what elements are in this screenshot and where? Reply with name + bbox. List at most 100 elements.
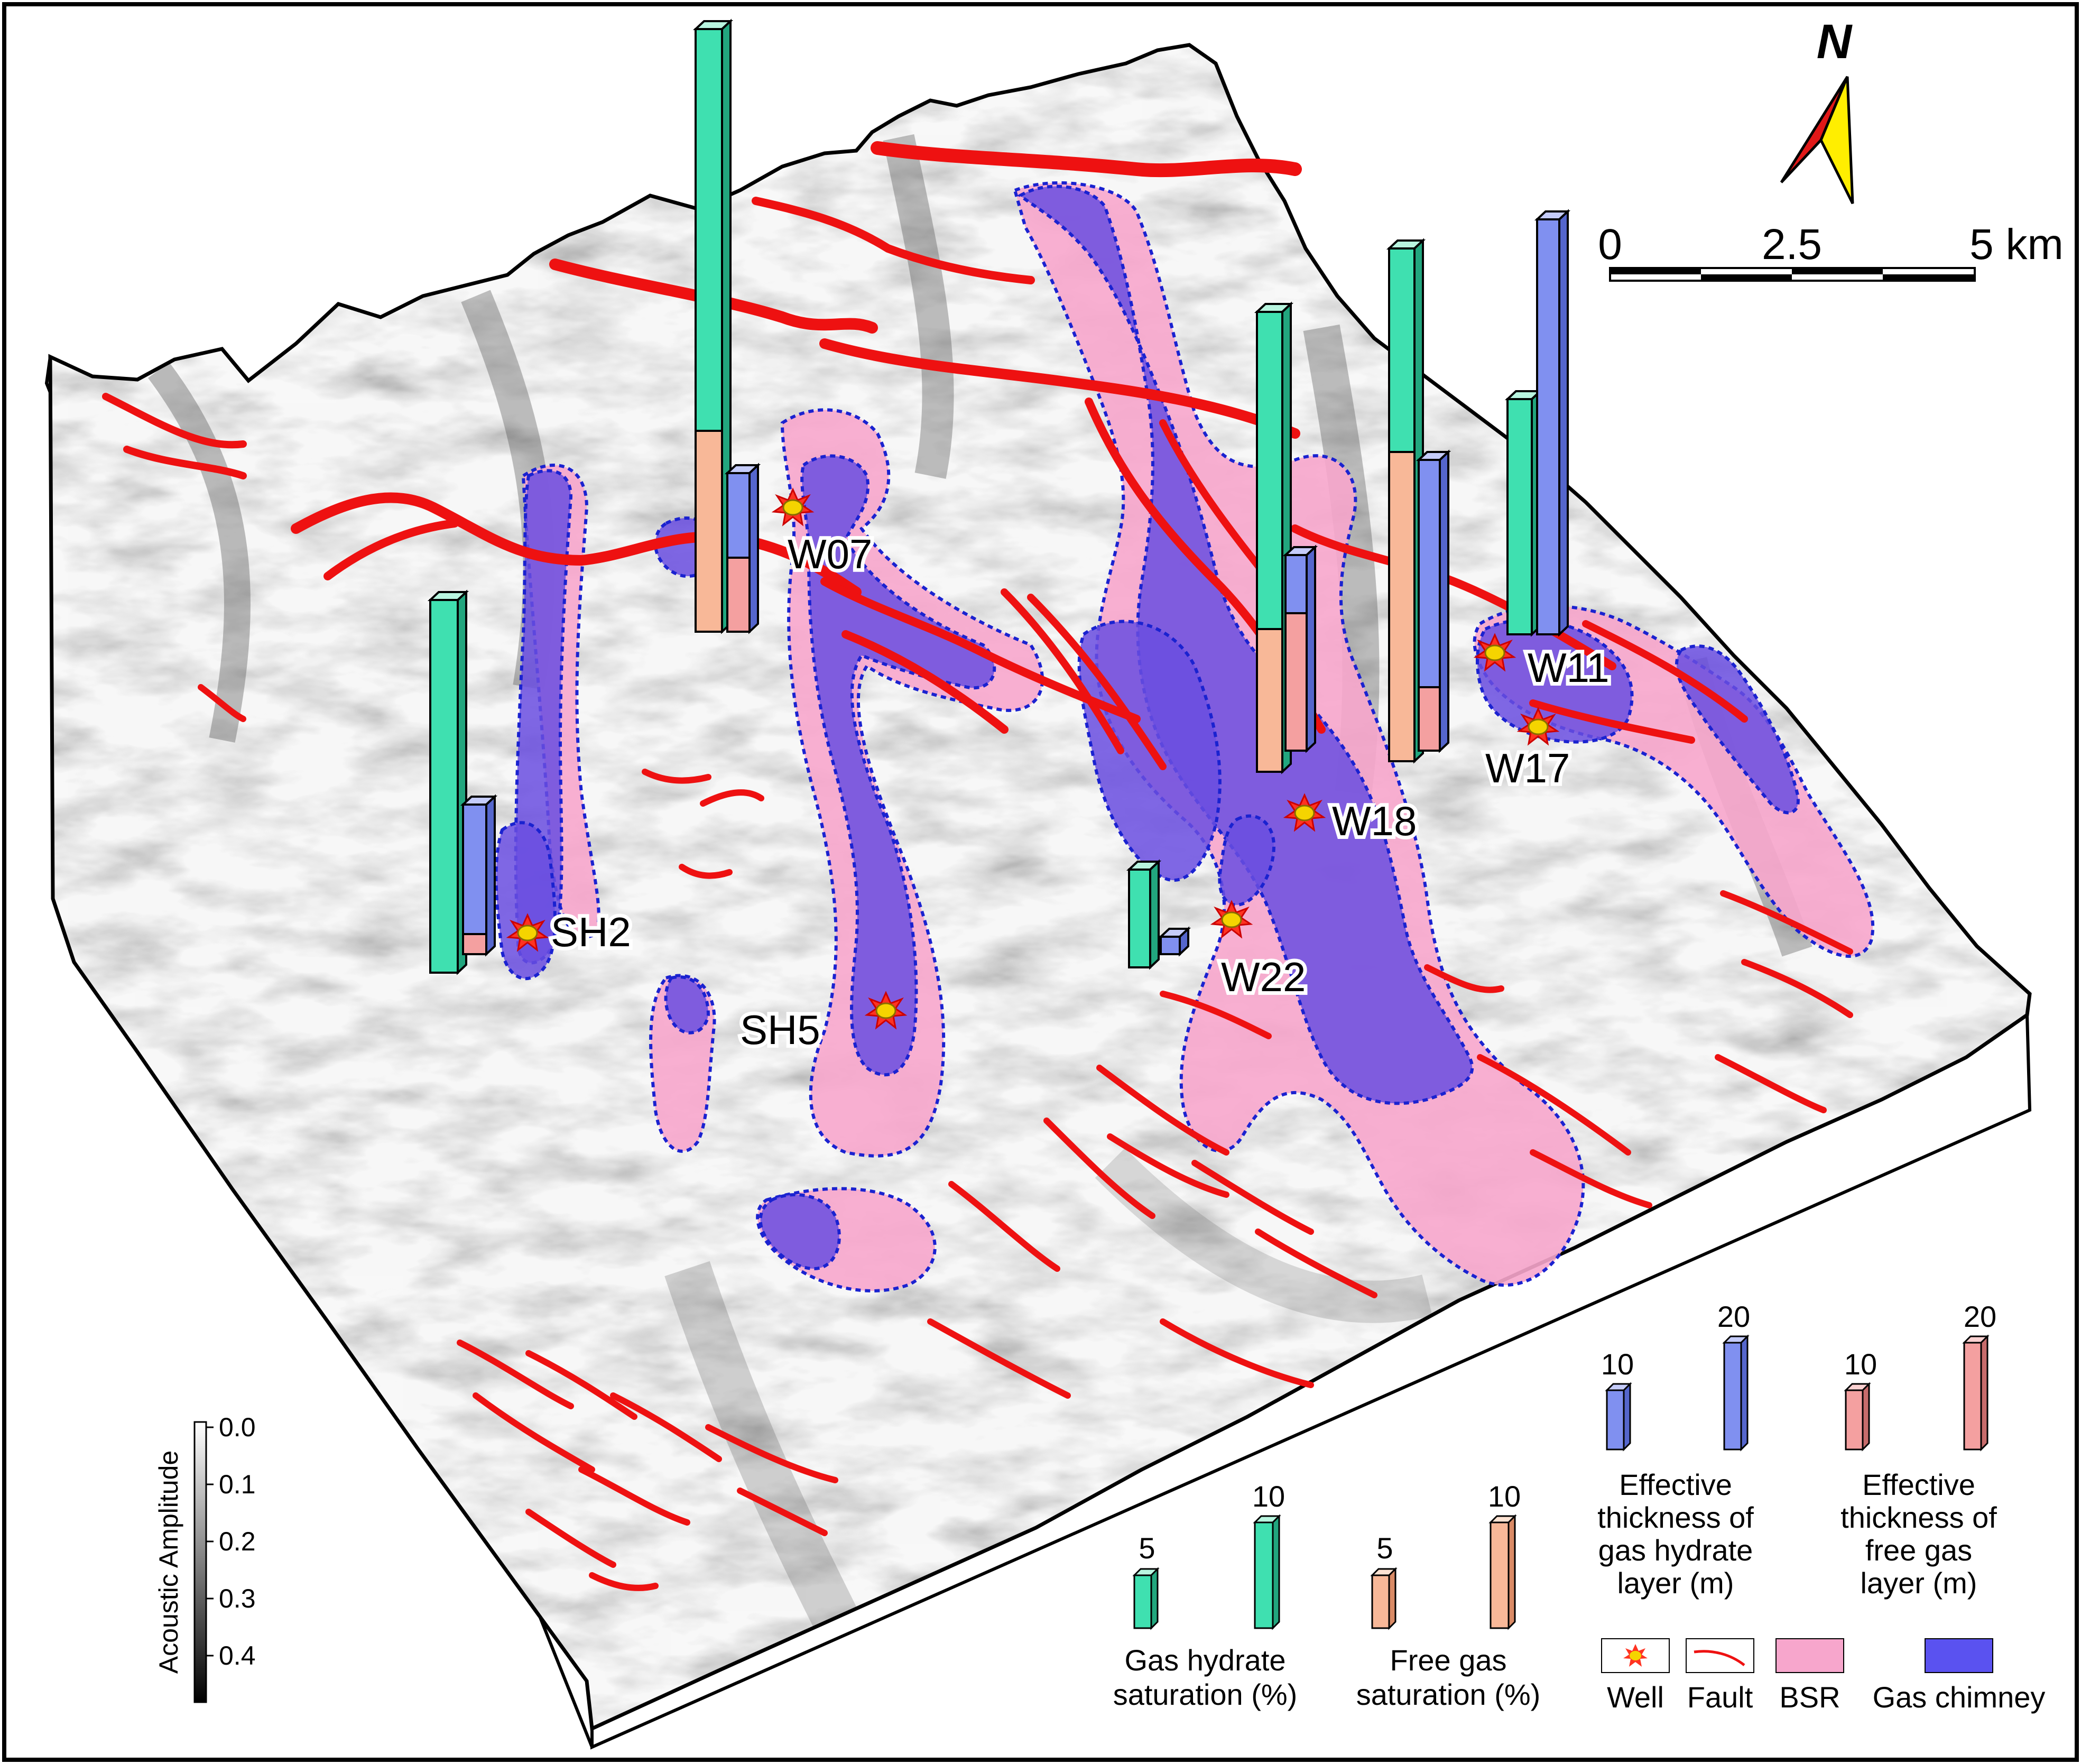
legend-symbols: Well Fault BSR Gas chimney bbox=[1601, 1638, 2046, 1714]
north-label: N bbox=[1817, 15, 1853, 69]
fault-line bbox=[1160, 1318, 1314, 1388]
fault-line bbox=[1424, 964, 1504, 993]
fault-line bbox=[1107, 1133, 1229, 1198]
well-w11-columns bbox=[1504, 209, 1571, 637]
freegas-saturation-bar bbox=[695, 430, 723, 633]
hydrate-saturation-bar-side bbox=[1149, 859, 1160, 970]
chimney-w18-w22 bbox=[1017, 184, 1474, 1105]
fault-line bbox=[1530, 1149, 1652, 1208]
colorbar-tick: 0.3 bbox=[219, 1584, 256, 1613]
gas-chimney-zones bbox=[494, 184, 1800, 1271]
scale-bar: 0 2.5 5 km bbox=[1598, 220, 2064, 282]
chimney-sh5-south bbox=[664, 975, 710, 1035]
legend-caption: thickness of bbox=[1597, 1501, 1754, 1534]
fault-line bbox=[948, 1181, 1060, 1272]
legend-caption: saturation (%) bbox=[1113, 1678, 1298, 1711]
legend-hydrate-thickness-large bbox=[1723, 1342, 1742, 1451]
well-marker-w17 bbox=[1516, 707, 1560, 746]
well-marker-w18 bbox=[1283, 793, 1326, 832]
legend-hydrate-saturation-large bbox=[1254, 1521, 1274, 1629]
chimney-w07 bbox=[800, 454, 996, 1077]
well-markers bbox=[506, 487, 1560, 1030]
colorbar-gradient bbox=[193, 1421, 207, 1703]
legend-well-icon bbox=[1623, 1644, 1648, 1667]
legend-caption: layer (m) bbox=[1617, 1566, 1734, 1600]
legend-caption: Effective bbox=[1619, 1468, 1732, 1501]
legend-value: 10 bbox=[1252, 1480, 1285, 1513]
well-label-w22: W22 bbox=[1221, 954, 1306, 1000]
legend-hydrate-thickness: 10 20 Effective thickness of gas hydrate… bbox=[1597, 1300, 1754, 1600]
legend-caption: Free gas bbox=[1390, 1643, 1507, 1677]
legend-caption: free gas bbox=[1865, 1534, 1972, 1567]
well-marker-w22 bbox=[1210, 900, 1253, 939]
scale-tick-5: 5 km bbox=[1969, 220, 2064, 269]
hydrate-thickness-bar-side bbox=[1558, 209, 1569, 637]
legend-gas-chimney-swatch bbox=[1925, 1638, 1993, 1673]
well-marker-sh2 bbox=[506, 913, 549, 952]
well-label-w17: W17 bbox=[1485, 745, 1570, 791]
legend-caption: Effective bbox=[1862, 1468, 1975, 1501]
north-arrow-east-half bbox=[1819, 76, 1854, 205]
fault-line bbox=[549, 258, 878, 334]
legend-value: 5 bbox=[1376, 1531, 1393, 1565]
fault-line bbox=[123, 446, 247, 479]
hydrate-thickness-bar bbox=[1160, 936, 1181, 955]
fault-line bbox=[1715, 1054, 1827, 1113]
fault-line bbox=[102, 393, 247, 449]
hydrate-thickness-bar-side bbox=[1306, 544, 1316, 753]
fault-line bbox=[1096, 1065, 1229, 1156]
hydrate-saturation-bar bbox=[429, 599, 459, 974]
freegas-thickness-bar bbox=[726, 557, 751, 633]
hydrate-thickness-bar bbox=[462, 804, 487, 935]
well-labels: SH2 SH5 W07 W11 W17 W18 W22 bbox=[547, 527, 1613, 1057]
legend-freegas-saturation-large bbox=[1490, 1521, 1510, 1629]
well-label-w07: W07 bbox=[788, 531, 872, 577]
fault-line bbox=[752, 197, 1035, 284]
fault-line bbox=[610, 1392, 722, 1462]
fault-line bbox=[700, 789, 764, 807]
chimney-w22-lobe bbox=[1218, 814, 1276, 907]
colorbar-tick: 0.1 bbox=[219, 1470, 256, 1499]
legend-freegas-saturation-small bbox=[1371, 1574, 1390, 1629]
fault-line bbox=[525, 1350, 637, 1420]
legend-value: 10 bbox=[1601, 1347, 1634, 1381]
hydrate-saturation-bar bbox=[1506, 398, 1533, 635]
scale-tick-2-5: 2.5 bbox=[1762, 220, 1822, 269]
legend-fault-label: Fault bbox=[1687, 1680, 1753, 1714]
freegas-thickness-bar bbox=[462, 933, 487, 955]
fault-line bbox=[1477, 1054, 1631, 1156]
legend-hydrate-thickness-small bbox=[1606, 1389, 1625, 1451]
well-label-w18: W18 bbox=[1332, 798, 1417, 844]
well-marker-sh5 bbox=[864, 991, 908, 1030]
fault-line bbox=[578, 1466, 690, 1526]
legend-freegas-thickness-small bbox=[1845, 1389, 1864, 1451]
legend-value: 20 bbox=[1717, 1300, 1750, 1333]
legend-freegas-saturation: 5 10 Free gas saturation (%) bbox=[1356, 1480, 1541, 1711]
fault-line bbox=[473, 1392, 595, 1473]
legend-gas-chimney-label: Gas chimney bbox=[1873, 1680, 2046, 1714]
well-w18-columns bbox=[1254, 301, 1318, 774]
legend-well-label: Well bbox=[1607, 1680, 1664, 1714]
legend-caption: layer (m) bbox=[1861, 1566, 1977, 1600]
legend-freegas-thickness: 10 20 Effective thickness of free gas la… bbox=[1840, 1300, 1997, 1600]
well-w18b-columns bbox=[1386, 238, 1451, 764]
well-label-w11: W11 bbox=[1528, 644, 1610, 691]
hydrate-thickness-bar bbox=[1284, 554, 1308, 614]
fault-line bbox=[1741, 959, 1853, 1018]
freegas-thickness-bar bbox=[1284, 612, 1308, 752]
fault-line bbox=[679, 864, 733, 879]
legend: 10 20 Effective thickness of gas hydrate… bbox=[1113, 1300, 2046, 1714]
legend-bsr-label: BSR bbox=[1779, 1680, 1840, 1714]
legend-freegas-thickness-large bbox=[1963, 1342, 1982, 1451]
well-w07-columns bbox=[692, 19, 761, 634]
colorbar: Acoustic Amplitude 0.0 0.1 0.2 0.3 0.4 bbox=[154, 1412, 256, 1703]
north-arrow: N bbox=[1780, 15, 1854, 205]
hydrate-saturation-bar bbox=[1388, 247, 1416, 453]
fault-line bbox=[1001, 588, 1124, 754]
terrain-surface bbox=[50, 45, 2030, 1729]
hydrate-thickness-bar-side bbox=[748, 463, 759, 634]
legend-caption: thickness of bbox=[1840, 1501, 1997, 1534]
hydrate-thickness-bar bbox=[726, 472, 751, 559]
